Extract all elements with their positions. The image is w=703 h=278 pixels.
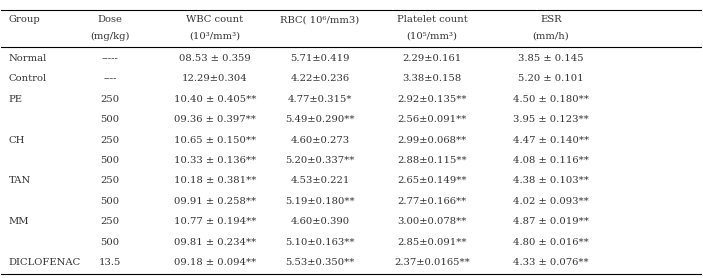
Text: 09.18 ± 0.094**: 09.18 ± 0.094** <box>174 258 256 267</box>
Text: 10.77 ± 0.194**: 10.77 ± 0.194** <box>174 217 256 226</box>
Text: ----: ---- <box>103 75 117 83</box>
Text: 4.60±0.273: 4.60±0.273 <box>290 136 349 145</box>
Text: 500: 500 <box>101 197 120 206</box>
Text: 4.87 ± 0.019**: 4.87 ± 0.019** <box>513 217 589 226</box>
Text: (mm/h): (mm/h) <box>533 32 569 41</box>
Text: 5.20±0.337**: 5.20±0.337** <box>285 156 355 165</box>
Text: 3.95 ± 0.123**: 3.95 ± 0.123** <box>513 115 589 124</box>
Text: 4.53±0.221: 4.53±0.221 <box>290 177 349 185</box>
Text: Normal: Normal <box>8 54 46 63</box>
Text: Control: Control <box>8 75 46 83</box>
Text: 4.38 ± 0.103**: 4.38 ± 0.103** <box>513 177 589 185</box>
Text: 5.49±0.290**: 5.49±0.290** <box>285 115 355 124</box>
Text: 10.40 ± 0.405**: 10.40 ± 0.405** <box>174 95 256 104</box>
Text: CH: CH <box>8 136 25 145</box>
Text: 5.19±0.180**: 5.19±0.180** <box>285 197 355 206</box>
Text: TAN: TAN <box>8 177 31 185</box>
Text: 2.85±0.091**: 2.85±0.091** <box>397 238 467 247</box>
Text: 2.29±0.161: 2.29±0.161 <box>402 54 462 63</box>
Text: MM: MM <box>8 217 29 226</box>
Text: Platelet count: Platelet count <box>396 15 467 24</box>
Text: 500: 500 <box>101 156 120 165</box>
Text: 5.53±0.350**: 5.53±0.350** <box>285 258 355 267</box>
Text: 2.37±0.0165**: 2.37±0.0165** <box>394 258 470 267</box>
Text: 4.22±0.236: 4.22±0.236 <box>290 75 349 83</box>
Text: 4.08 ± 0.116**: 4.08 ± 0.116** <box>513 156 589 165</box>
Text: 5.20 ± 0.101: 5.20 ± 0.101 <box>518 75 584 83</box>
Text: ESR: ESR <box>540 15 562 24</box>
Text: 09.81 ± 0.234**: 09.81 ± 0.234** <box>174 238 256 247</box>
Text: 09.36 ± 0.397**: 09.36 ± 0.397** <box>174 115 256 124</box>
Text: 4.50 ± 0.180**: 4.50 ± 0.180** <box>513 95 589 104</box>
Text: 3.00±0.078**: 3.00±0.078** <box>397 217 467 226</box>
Text: (10⁵/mm³): (10⁵/mm³) <box>406 32 458 41</box>
Text: 5.71±0.419: 5.71±0.419 <box>290 54 349 63</box>
Text: 2.56±0.091**: 2.56±0.091** <box>397 115 467 124</box>
Text: 2.88±0.115**: 2.88±0.115** <box>397 156 467 165</box>
Text: 3.85 ± 0.145: 3.85 ± 0.145 <box>518 54 584 63</box>
Text: (mg/kg): (mg/kg) <box>90 32 129 41</box>
Text: 10.33 ± 0.136**: 10.33 ± 0.136** <box>174 156 256 165</box>
Text: 10.65 ± 0.150**: 10.65 ± 0.150** <box>174 136 256 145</box>
Text: 5.10±0.163**: 5.10±0.163** <box>285 238 355 247</box>
Text: 4.80 ± 0.016**: 4.80 ± 0.016** <box>513 238 589 247</box>
Text: 4.33 ± 0.076**: 4.33 ± 0.076** <box>513 258 589 267</box>
Text: 500: 500 <box>101 238 120 247</box>
Text: -----: ----- <box>101 54 118 63</box>
Text: 250: 250 <box>101 177 120 185</box>
Text: 4.02 ± 0.093**: 4.02 ± 0.093** <box>513 197 589 206</box>
Text: 12.29±0.304: 12.29±0.304 <box>182 75 248 83</box>
Text: 2.65±0.149**: 2.65±0.149** <box>397 177 467 185</box>
Text: 4.47 ± 0.140**: 4.47 ± 0.140** <box>513 136 589 145</box>
Text: DICLOFENAC: DICLOFENAC <box>8 258 81 267</box>
Text: Group: Group <box>8 15 40 24</box>
Text: 13.5: 13.5 <box>98 258 121 267</box>
Text: 2.99±0.068**: 2.99±0.068** <box>397 136 467 145</box>
Text: 500: 500 <box>101 115 120 124</box>
Text: 4.77±0.315*: 4.77±0.315* <box>288 95 352 104</box>
Text: 2.92±0.135**: 2.92±0.135** <box>397 95 467 104</box>
Text: RBC( 10⁶/mm3): RBC( 10⁶/mm3) <box>280 15 360 24</box>
Text: 250: 250 <box>101 136 120 145</box>
Text: 10.18 ± 0.381**: 10.18 ± 0.381** <box>174 177 256 185</box>
Text: 3.38±0.158: 3.38±0.158 <box>402 75 462 83</box>
Text: PE: PE <box>8 95 22 104</box>
Text: 08.53 ± 0.359: 08.53 ± 0.359 <box>179 54 251 63</box>
Text: 250: 250 <box>101 95 120 104</box>
Text: 250: 250 <box>101 217 120 226</box>
Text: 09.91 ± 0.258**: 09.91 ± 0.258** <box>174 197 256 206</box>
Text: 4.60±0.390: 4.60±0.390 <box>290 217 349 226</box>
Text: WBC count: WBC count <box>186 15 243 24</box>
Text: (10³/mm³): (10³/mm³) <box>189 32 240 41</box>
Text: 2.77±0.166**: 2.77±0.166** <box>397 197 467 206</box>
Text: Dose: Dose <box>98 15 122 24</box>
